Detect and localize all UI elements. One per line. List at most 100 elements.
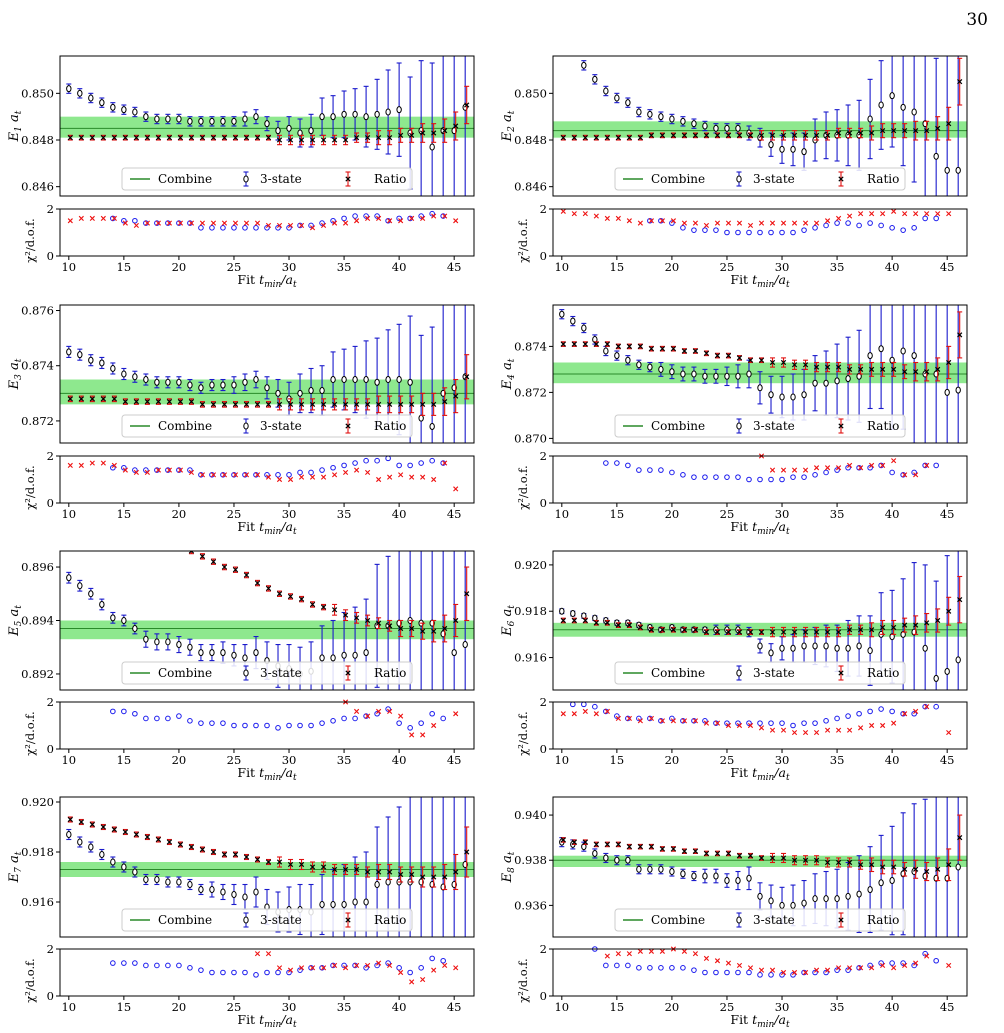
three-state-point	[889, 356, 895, 364]
chi2-ratio-point	[331, 220, 338, 226]
three-state-point	[801, 391, 807, 399]
three-state-point	[462, 641, 468, 649]
three-state-point	[330, 901, 336, 908]
three-state-point	[889, 633, 895, 641]
chi2-three-state-point	[330, 962, 336, 969]
ratio-point	[287, 593, 294, 600]
chi2-three-state-point	[856, 710, 862, 717]
ratio-point	[725, 352, 732, 359]
three-state-point	[165, 115, 171, 123]
chi2-ratio-point	[858, 465, 864, 471]
three-state-point	[636, 108, 642, 116]
ratio-point	[188, 844, 195, 850]
ratio-point	[398, 871, 404, 878]
chi2-ratio-point	[725, 960, 732, 966]
chi2-three-state-point	[319, 965, 325, 971]
ratio-point	[902, 369, 908, 375]
chi2-three-state-point	[922, 462, 928, 469]
ratio-point	[703, 350, 710, 356]
three-state-point	[209, 886, 215, 893]
chi2-three-state-point	[429, 710, 435, 717]
ratio-point	[791, 857, 798, 863]
chi2-three-state-point	[132, 960, 138, 966]
chi2-three-state-point	[374, 213, 380, 219]
chi2-ratio-point	[353, 218, 360, 224]
chi2-ratio-point	[420, 215, 426, 221]
panel-e4: 0.870 0.872 0.874 E4 at Combine 3-state Ratio 0…	[500, 304, 968, 537]
three-state-point	[143, 376, 149, 384]
three-state-point	[856, 642, 862, 650]
x-tick-label: 25	[227, 507, 242, 521]
ratio-point	[464, 102, 470, 108]
ratio-point	[571, 341, 577, 347]
chi2-frame	[59, 948, 475, 997]
ratio-point	[725, 132, 732, 138]
chi2-ratio-point	[243, 220, 250, 226]
three-state-point	[647, 363, 653, 371]
chi2-three-state-point	[231, 225, 237, 231]
three-state-point	[99, 359, 105, 367]
y-axis-label: E6 at	[500, 605, 517, 637]
chi2-ratio-point	[155, 220, 161, 226]
chi2-ratio-point	[869, 462, 875, 468]
y-tick-label: 0.870	[514, 431, 547, 445]
ratio-point	[353, 615, 360, 621]
three-state-point	[647, 865, 653, 873]
chi2-three-state-point	[636, 715, 642, 722]
ratio-point	[879, 864, 886, 870]
chi2-ratio-point	[78, 215, 84, 221]
chi2-y-axis-label: χ²/d.o.f.	[516, 711, 530, 755]
chi2-ratio-point	[747, 965, 754, 971]
ratio-point	[210, 559, 217, 565]
chi2-three-state-point	[889, 960, 895, 966]
three-state-point	[220, 381, 226, 389]
y-tick-label: 0.940	[514, 808, 547, 822]
ratio-point	[692, 627, 699, 633]
legend-ratio-label: Ratio	[867, 913, 899, 927]
combine-band	[553, 855, 967, 867]
ratio-point	[265, 401, 272, 407]
x-tick-label: 35	[337, 507, 352, 521]
chi2-ratio-point	[824, 218, 831, 224]
chi2-three-state-point	[658, 718, 664, 724]
chi2-ratio-point	[802, 969, 809, 976]
chi2-three-state-point	[900, 227, 906, 233]
ratio-point	[703, 132, 710, 138]
three-state-point	[680, 117, 686, 125]
three-state-point	[570, 317, 576, 325]
chi2-ratio-point	[913, 211, 919, 217]
x-tick-label: 40	[392, 1000, 407, 1014]
chi2-three-state-point	[713, 720, 719, 726]
three-state-point	[823, 642, 829, 650]
ratio-point	[824, 629, 831, 635]
ratio-point	[78, 819, 84, 825]
chi2-ratio-point	[365, 713, 371, 719]
chi2-ratio-point	[615, 715, 621, 722]
plot-area	[60, 56, 474, 196]
chi2-ratio-point	[846, 727, 853, 733]
chi2-three-state-point	[779, 476, 785, 483]
chi2-ratio-point	[133, 469, 139, 476]
chi2-frame	[59, 455, 475, 504]
chi2-ratio-point	[880, 211, 886, 217]
three-state-point	[702, 122, 708, 130]
ratio-point	[824, 859, 831, 866]
chi2-three-state-point	[418, 213, 424, 219]
chi2-three-state-point	[407, 215, 413, 222]
ratio-point	[946, 121, 952, 127]
chi2-three-state-point	[823, 718, 829, 724]
three-state-point	[121, 106, 127, 114]
chi2-ratio-point	[747, 222, 754, 229]
ratio-point	[342, 137, 349, 143]
legend-ratio-label: Ratio	[867, 419, 899, 433]
chi2-ratio-point	[824, 967, 831, 973]
ratio-point	[946, 862, 952, 868]
ratio-point	[902, 866, 908, 872]
ratio-point	[780, 855, 787, 861]
chi2-three-state-point	[933, 957, 939, 964]
ratio-point	[442, 625, 448, 632]
chi2-three-state-point	[746, 229, 752, 236]
legend-ratio-marker	[345, 917, 351, 923]
three-state-point	[658, 865, 664, 873]
